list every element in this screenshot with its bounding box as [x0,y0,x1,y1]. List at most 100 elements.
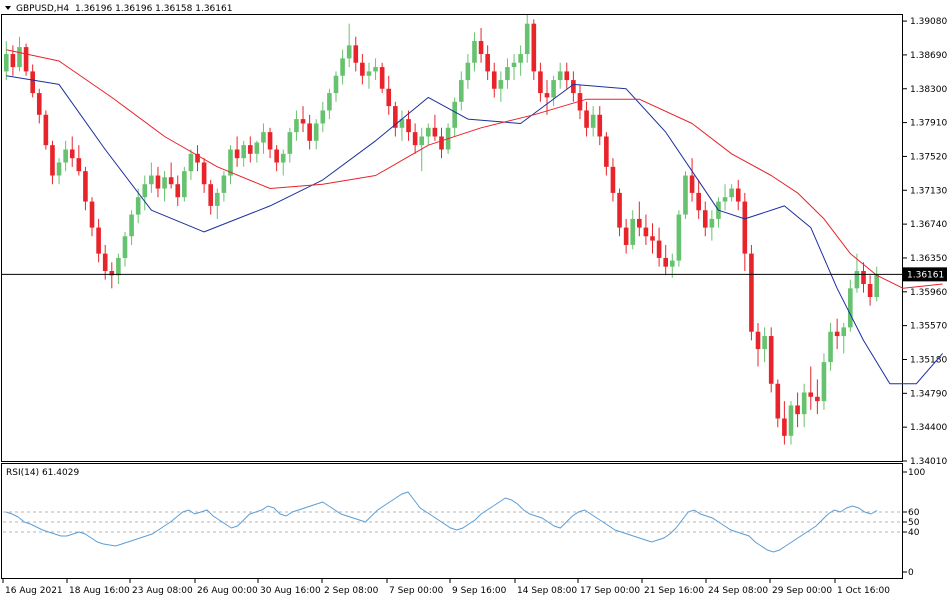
candle [518,45,523,76]
price-tick-label: 1.38690 [910,51,947,61]
time-tick-label: 16 Aug 2021 [5,586,63,596]
triangle-down-icon[interactable] [5,6,11,10]
candle [590,106,596,137]
time-tick-label: 17 Sep 00:00 [580,586,640,596]
candle [498,71,504,102]
candle-body [531,23,537,72]
candle [696,179,701,219]
rsi-tick-label: 60 [908,508,920,518]
candle [571,71,576,102]
candle [643,214,649,245]
candle [617,188,622,237]
time-tick-label: 24 Sep 08:00 [708,586,768,596]
price-tick-label: 1.35960 [910,288,947,298]
candle [188,149,194,180]
candle-body [69,149,75,159]
price-tick-label: 1.35570 [910,322,947,332]
candle-body [247,145,253,154]
candle [195,145,200,172]
candle [821,353,827,410]
candle-body [544,93,550,98]
candle-body [432,127,438,137]
price-label-bg [903,267,947,282]
candle-body [313,123,319,141]
candle-body [221,175,227,193]
candle [788,401,794,445]
candle [656,227,662,267]
candle-body [287,132,293,154]
candle-body [155,175,161,189]
current-price-label: 1.36161 [907,270,944,280]
candle-body [122,236,128,258]
candle [452,97,457,137]
candle [366,62,372,89]
time-tick-label: 18 Aug 16:00 [69,586,130,596]
candle-body [656,240,662,258]
candle [735,179,741,211]
candle-body [386,88,392,107]
candle [23,43,29,76]
symbol-label: GBPUSD,H4 [16,4,69,14]
price-tick-label: 1.37130 [910,186,947,196]
candle [610,158,616,202]
candle-body [300,119,306,124]
candle [406,110,411,141]
candle-body [241,145,246,159]
candle [861,262,866,293]
time-tick-label: 26 Aug 00:00 [197,586,258,596]
candle-body [735,188,741,202]
candle-body [564,71,570,81]
candle-body [135,197,141,215]
candle [676,210,682,267]
candle [768,327,774,393]
candle-body [36,93,42,115]
candle-body [604,136,609,167]
candle [795,392,800,428]
candle [89,197,95,237]
candle-body [56,162,62,176]
candle-body [96,227,101,254]
candle [274,145,279,172]
rsi-title: RSI(14) 61.4029 [6,468,79,478]
time-tick-label: 29 Sep 00:00 [772,586,832,596]
candle-body [821,362,827,402]
candle [531,19,537,81]
candle-body [696,192,701,211]
candle-body [762,336,767,350]
candle [43,110,49,150]
candle-body [426,127,431,137]
candle [340,49,345,85]
candle-body [630,218,636,245]
candle [122,231,128,267]
candle-body [663,257,669,267]
candle-body [590,114,596,128]
candle [379,62,385,94]
candle-body [841,327,847,337]
price-tick-label: 1.34010 [910,457,947,467]
candle-body [623,227,629,245]
candle-body [116,257,121,276]
candle [722,184,728,211]
candle [426,123,431,146]
candle-body [195,153,200,163]
candle [327,88,332,120]
candle [83,166,88,211]
candle-body [828,331,833,363]
candle [353,36,359,72]
candle [709,210,715,241]
candle-body [353,45,359,63]
candle-body [10,54,16,68]
candle-body [168,177,174,185]
candle [848,279,853,332]
candle [762,327,767,363]
candle [17,36,22,72]
candle-body [551,80,556,98]
price-tick-label: 1.39080 [910,17,947,27]
candle-body [485,54,490,72]
candle [96,218,101,263]
candle-body [788,405,794,436]
candle-body [702,210,708,228]
candle [234,136,240,167]
time-tick-label: 9 Sep 16:00 [452,586,507,596]
candle [485,45,490,81]
